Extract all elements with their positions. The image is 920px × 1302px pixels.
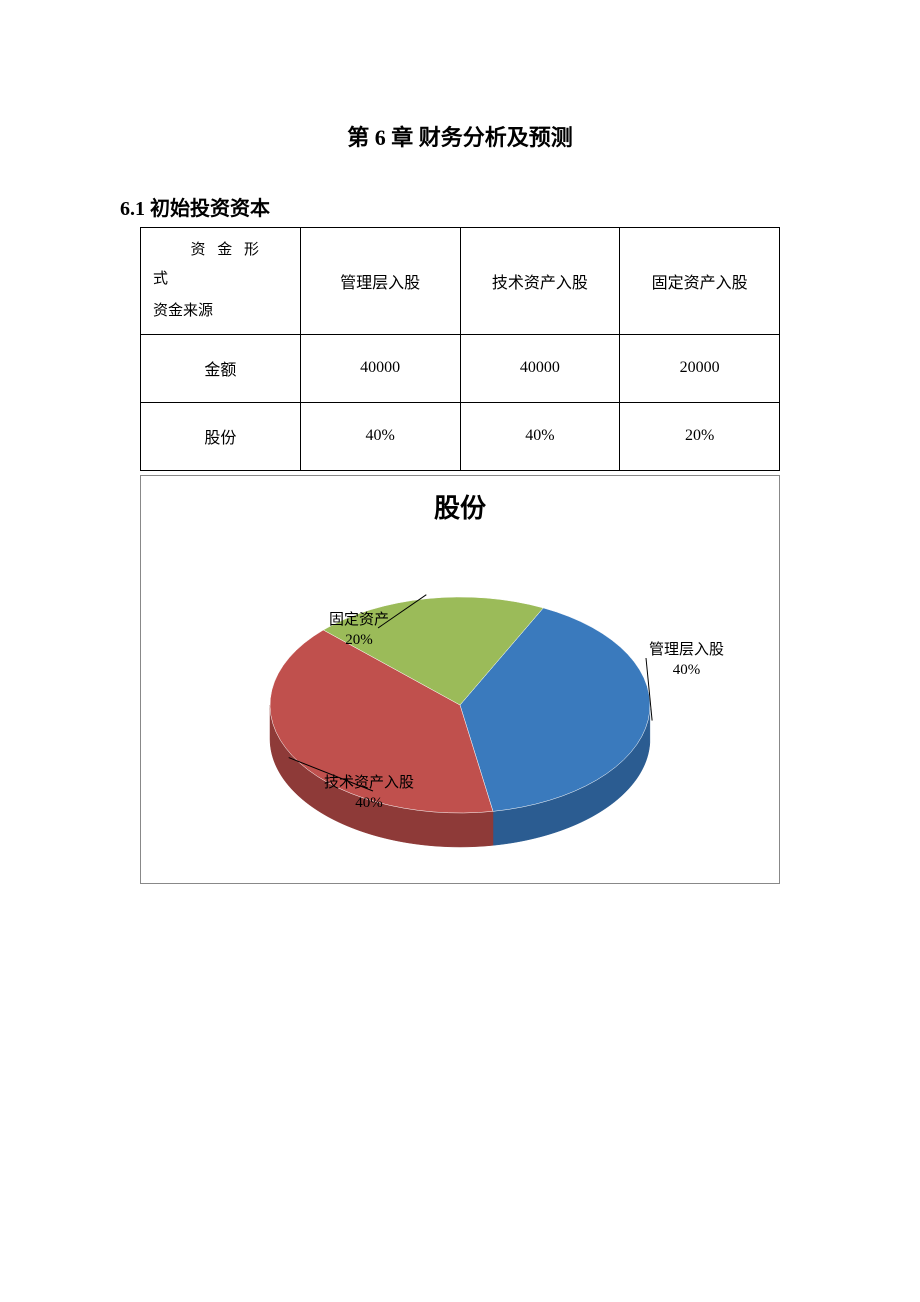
column-header: 固定资产入股 — [620, 228, 780, 335]
table-cell: 40000 — [460, 334, 620, 402]
row-label: 金额 — [141, 334, 301, 402]
corner-bottom: 资金来源 — [153, 297, 288, 326]
table-header-row: 资 金 形 式 资金来源 管理层入股 技术资产入股 固定资产入股 — [141, 228, 780, 335]
pie-chart: 管理层入股40%技术资产入股40%固定资产20% — [149, 535, 771, 865]
slice-name: 固定资产 — [329, 610, 389, 630]
table-cell: 20% — [620, 402, 780, 470]
pie-chart-container: 股份 管理层入股40%技术资产入股40%固定资产20% — [140, 475, 780, 884]
slice-name: 技术资产入股 — [324, 773, 414, 793]
slice-label: 固定资产20% — [329, 610, 389, 651]
table-row: 金额 40000 40000 20000 — [141, 334, 780, 402]
table-cell: 40000 — [300, 334, 460, 402]
slice-label: 管理层入股40% — [649, 640, 724, 681]
slice-pct: 20% — [329, 630, 389, 650]
capital-table: 资 金 形 式 资金来源 管理层入股 技术资产入股 固定资产入股 金额 4000… — [140, 227, 780, 471]
slice-name: 管理层入股 — [649, 640, 724, 660]
column-header: 技术资产入股 — [460, 228, 620, 335]
table-row: 股份 40% 40% 20% — [141, 402, 780, 470]
slice-label: 技术资产入股40% — [324, 773, 414, 814]
table-cell: 20000 — [620, 334, 780, 402]
corner-top: 资 金 形 — [153, 236, 288, 265]
slice-pct: 40% — [324, 793, 414, 813]
column-header: 管理层入股 — [300, 228, 460, 335]
chart-title: 股份 — [149, 488, 771, 525]
table-cell: 40% — [460, 402, 620, 470]
chapter-title: 第 6 章 财务分析及预测 — [120, 120, 800, 152]
corner-top-2: 式 — [153, 265, 288, 294]
section-title: 6.1 初始投资资本 — [120, 192, 800, 221]
pie-svg — [150, 535, 770, 865]
row-label: 股份 — [141, 402, 301, 470]
slice-pct: 40% — [649, 660, 724, 680]
table-cell: 40% — [300, 402, 460, 470]
table-corner-cell: 资 金 形 式 资金来源 — [141, 228, 301, 335]
